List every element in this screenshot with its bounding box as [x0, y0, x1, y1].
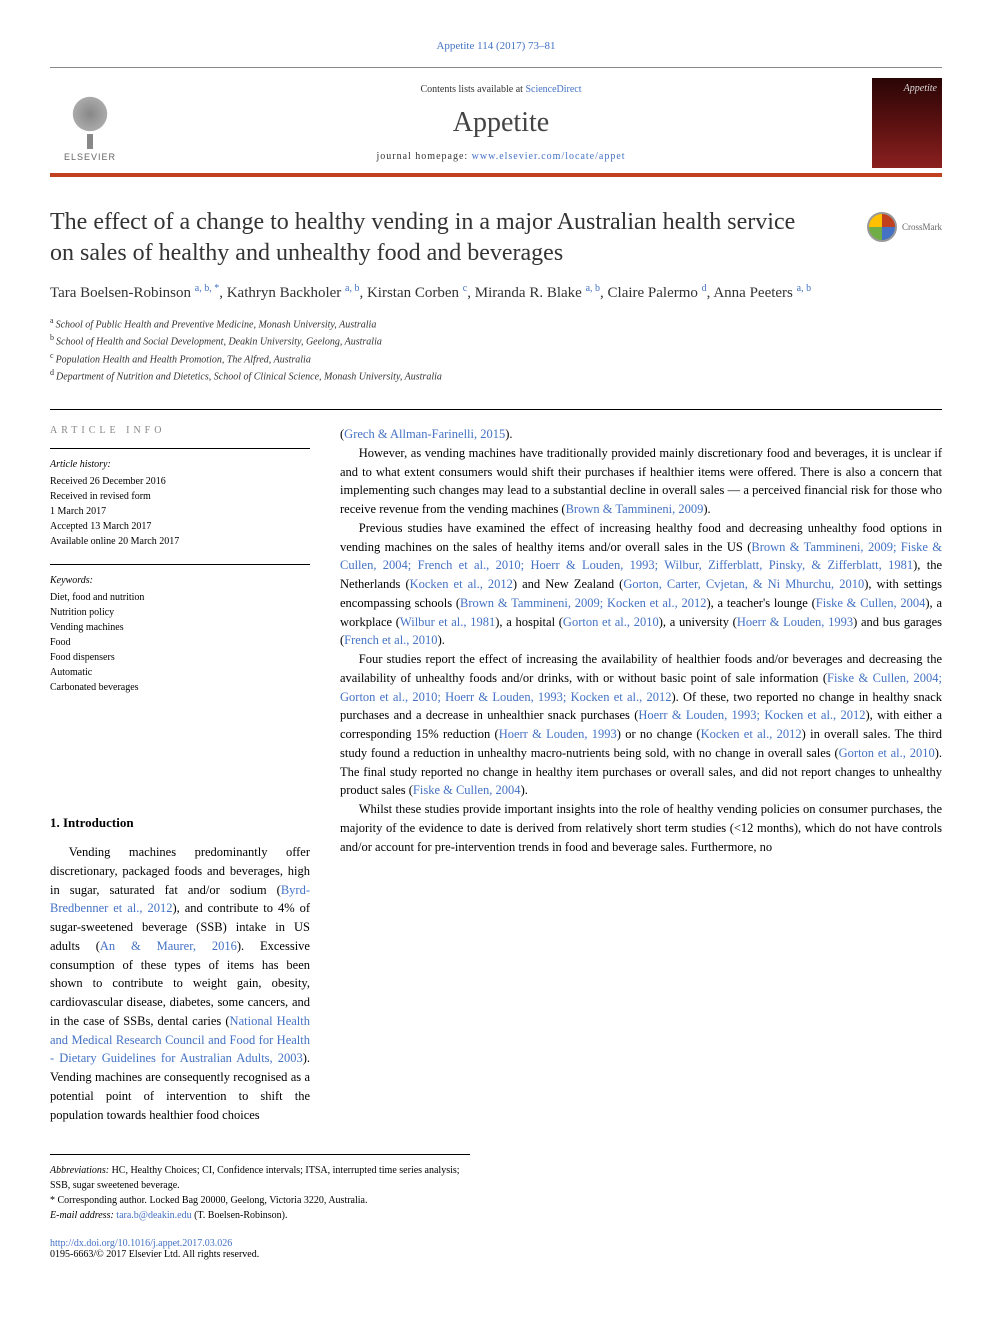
authors-list: Tara Boelsen-Robinson a, b, *, Kathryn B…: [50, 281, 942, 305]
journal-header: ELSEVIER Contents lists available at Sci…: [50, 67, 942, 177]
history-line: Received 26 December 2016: [50, 474, 310, 489]
section-divider: [50, 409, 942, 410]
copyright: 0195-6663/© 2017 Elsevier Ltd. All right…: [50, 1249, 310, 1260]
crossmark-badge[interactable]: CrossMark: [867, 212, 942, 242]
ref-link[interactable]: Wilbur et al., 1981: [400, 615, 495, 629]
keyword: Food dispensers: [50, 650, 310, 665]
history-line: Accepted 13 March 2017: [50, 519, 310, 534]
keyword: Diet, food and nutrition: [50, 590, 310, 605]
ref-link[interactable]: Gorton et al., 2010: [563, 615, 659, 629]
ref-link[interactable]: French et al., 2010: [344, 633, 437, 647]
ref-link[interactable]: Gorton et al., 2010: [839, 746, 935, 760]
publisher-logo[interactable]: ELSEVIER: [50, 78, 130, 168]
ref-link[interactable]: Brown & Tammineni, 2009; Kocken et al., …: [460, 596, 706, 610]
affiliation: bSchool of Health and Social Development…: [50, 332, 942, 349]
keyword: Vending machines: [50, 620, 310, 635]
email-suffix: (T. Boelsen-Robinson).: [192, 1210, 288, 1221]
doi-link[interactable]: http://dx.doi.org/10.1016/j.appet.2017.0…: [50, 1238, 232, 1249]
ref-link[interactable]: Hoerr & Louden, 1993: [499, 727, 617, 741]
article-info-label: ARTICLE INFO: [50, 425, 310, 436]
affiliations: aSchool of Public Health and Preventive …: [50, 315, 942, 384]
elsevier-tree-icon: [60, 84, 120, 144]
ref-link[interactable]: Kocken et al., 2012: [410, 577, 513, 591]
ref-link[interactable]: Hoerr & Louden, 1993: [737, 615, 853, 629]
keyword: Nutrition policy: [50, 605, 310, 620]
ref-link[interactable]: An & Maurer, 2016: [100, 939, 237, 953]
abbrev-label: Abbreviations:: [50, 1165, 109, 1176]
affiliation: aSchool of Public Health and Preventive …: [50, 315, 942, 332]
keywords-block: Keywords: Diet, food and nutritionNutrit…: [50, 564, 310, 695]
sciencedirect-link[interactable]: ScienceDirect: [525, 84, 581, 95]
citation: Appetite 114 (2017) 73–81: [50, 40, 942, 52]
article-header: CrossMark The effect of a change to heal…: [50, 207, 942, 384]
history-label: Article history:: [50, 457, 310, 472]
ref-link[interactable]: Fiske & Cullen, 2004: [816, 596, 926, 610]
ref-link[interactable]: Grech & Allman-Farinelli, 2015: [344, 427, 505, 441]
corresponding-author-text: Locked Bag 20000, Geelong, Victoria 3220…: [147, 1195, 368, 1206]
history-line: Received in revised form: [50, 489, 310, 504]
ref-link[interactable]: Fiske & Cullen, 2004: [413, 783, 521, 797]
intro-para-1: Vending machines predominantly offer dis…: [50, 843, 310, 1124]
ref-link[interactable]: Brown & Tammineni, 2009: [566, 502, 704, 516]
email-link[interactable]: tara.b@deakin.edu: [114, 1210, 192, 1221]
keyword: Carbonated beverages: [50, 680, 310, 695]
crossmark-label: CrossMark: [902, 222, 942, 232]
history-line: 1 March 2017: [50, 504, 310, 519]
affiliation: dDepartment of Nutrition and Dietetics, …: [50, 367, 942, 384]
affiliation: cPopulation Health and Health Promotion,…: [50, 350, 942, 367]
keywords-label: Keywords:: [50, 573, 310, 588]
history-line: Available online 20 March 2017: [50, 534, 310, 549]
article-history: Article history: Received 26 December 20…: [50, 448, 310, 549]
keyword: Food: [50, 635, 310, 650]
email-label: E-mail address:: [50, 1210, 114, 1221]
doi-block: http://dx.doi.org/10.1016/j.appet.2017.0…: [50, 1238, 310, 1260]
article-title: The effect of a change to healthy vendin…: [50, 207, 942, 269]
cover-title: Appetite: [904, 83, 937, 94]
ref-link[interactable]: Kocken et al., 2012: [701, 727, 802, 741]
corresponding-author-label: * Corresponding author.: [50, 1195, 147, 1206]
journal-title: Appetite: [130, 107, 872, 139]
intro-heading: 1. Introduction: [50, 815, 310, 831]
publisher-name: ELSEVIER: [64, 152, 116, 162]
left-column: ARTICLE INFO Article history: Received 2…: [50, 425, 310, 1260]
crossmark-icon: [867, 212, 897, 242]
ref-link[interactable]: Hoerr & Louden, 1993; Kocken et al., 201…: [638, 708, 865, 722]
right-column: (Grech & Allman-Farinelli, 2015). Howeve…: [340, 425, 942, 1260]
ref-link[interactable]: Gorton, Carter, Cvjetan, & Ni Mhurchu, 2…: [623, 577, 864, 591]
homepage-link[interactable]: www.elsevier.com/locate/appet: [472, 151, 626, 162]
keyword: Automatic: [50, 665, 310, 680]
contents-available: Contents lists available at ScienceDirec…: [130, 84, 872, 95]
journal-cover-thumbnail[interactable]: Appetite: [872, 78, 942, 168]
journal-homepage: journal homepage: www.elsevier.com/locat…: [130, 151, 872, 162]
